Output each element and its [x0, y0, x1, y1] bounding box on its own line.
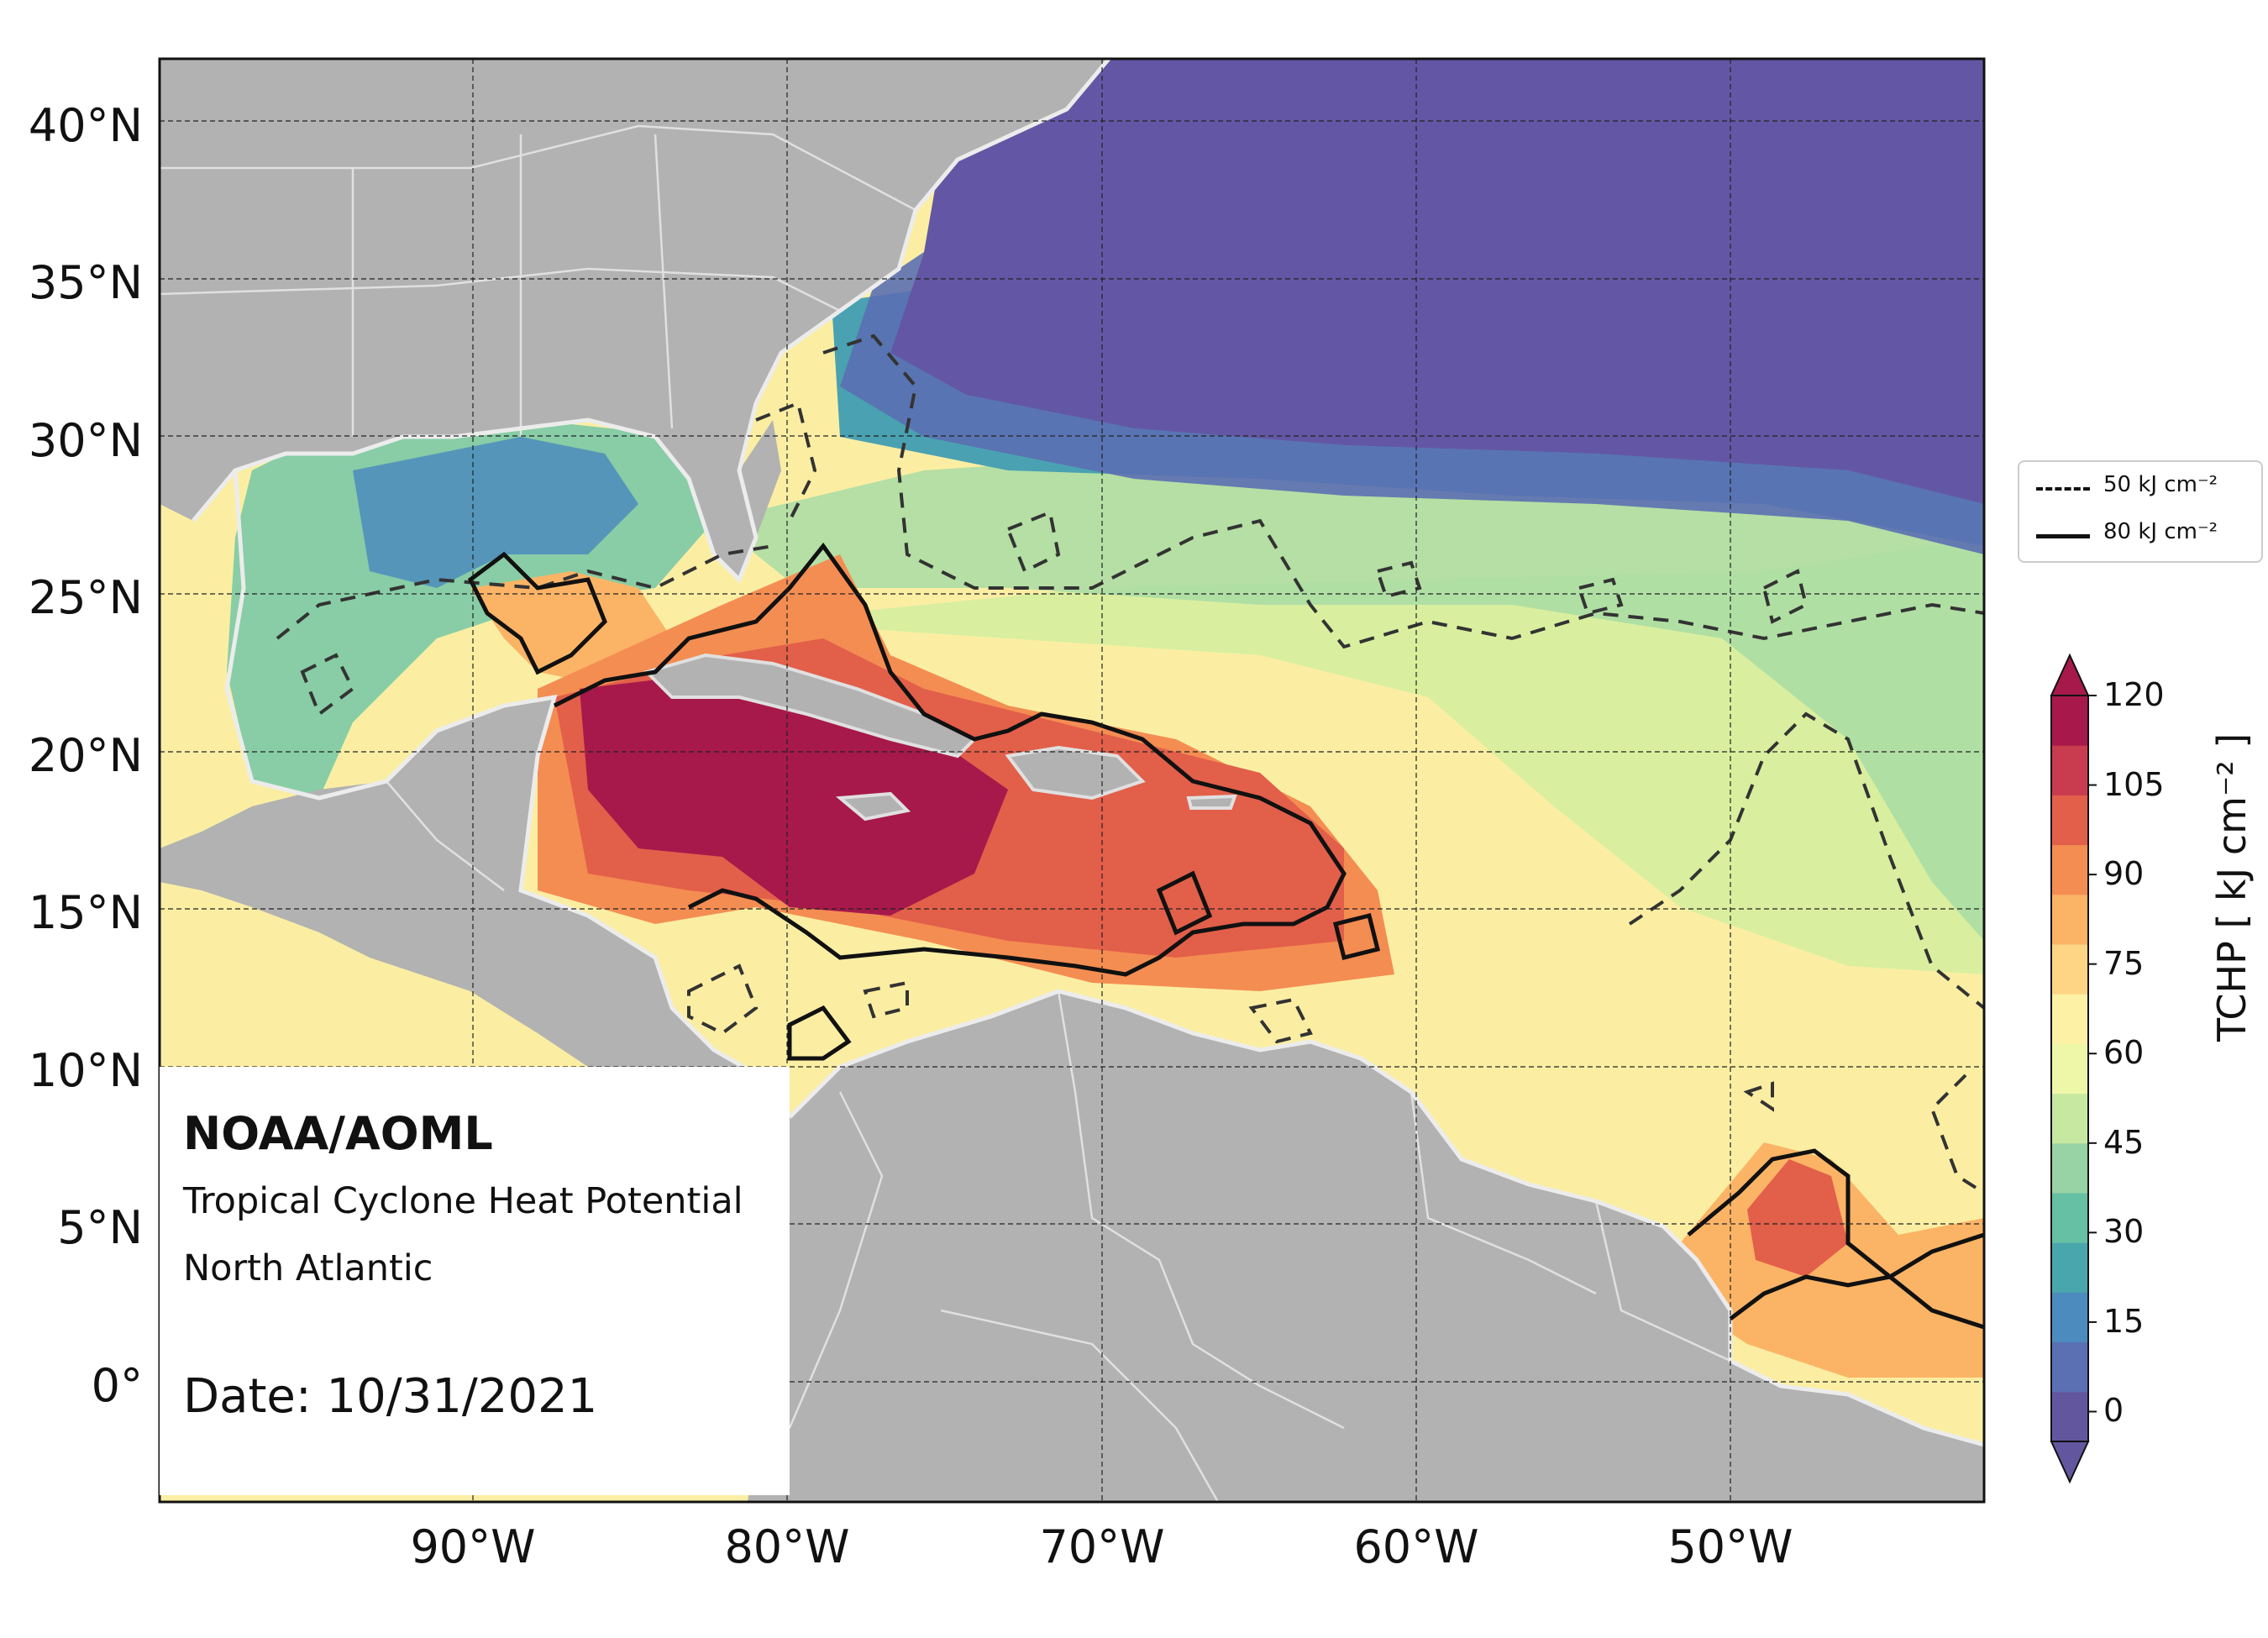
lat-label-10n: 10°N: [28, 1044, 143, 1097]
hispaniola-island: [1005, 745, 1146, 801]
legend-label-80: 80 kJ cm⁻²: [2103, 519, 2218, 544]
lon-label-70w: 70°W: [1039, 1520, 1165, 1573]
colorbar-segment: [2051, 1341, 2088, 1393]
colorbar-segment: [2051, 745, 2088, 795]
colorbar-segment: [2051, 994, 2088, 1044]
info-box: [160, 1067, 790, 1495]
florida-peninsula: [722, 420, 781, 580]
cuba-island: [643, 653, 978, 759]
colorbar-tick-label: 105: [2103, 765, 2165, 803]
colorbar-frame: [2050, 695, 2089, 1442]
colorbar-tick-label: 90: [2103, 855, 2145, 893]
org-label: NOAA/AOML: [183, 1107, 493, 1160]
lat-label-15n: 15°N: [28, 886, 143, 939]
colorbar-segment: [2051, 795, 2088, 846]
lon-label-60w: 60°W: [1353, 1520, 1479, 1573]
colorbar-segment: [2051, 1242, 2088, 1293]
colorbar-segment: [2051, 1193, 2088, 1243]
mexico-central-america-land: [160, 697, 790, 1159]
lat-label-20n: 20°N: [28, 729, 143, 782]
lon-label-80w: 80°W: [724, 1520, 850, 1573]
colorbar-segment: [2051, 696, 2088, 746]
lat-label-30n: 30°N: [28, 414, 143, 467]
contour-legend: 50 kJ cm⁻² 80 kJ cm⁻²: [2018, 460, 2263, 563]
date-label: Date: 10/31/2021: [183, 1369, 598, 1424]
jamaica-island: [835, 791, 911, 822]
contour-50-kj: [276, 333, 1984, 1194]
lat-label-35n: 35°N: [28, 256, 143, 309]
lat-label-40n: 40°N: [28, 99, 143, 152]
ocean-cold-water: [890, 59, 1984, 504]
colorbar-tick-label: 15: [2103, 1302, 2145, 1340]
ocean-teal-band: [714, 454, 1984, 941]
colorbar-segment: [2051, 1142, 2088, 1194]
ocean-subtropical-zone: [756, 538, 1984, 974]
colorbar-tick-label: 60: [2103, 1034, 2145, 1072]
colorbar-tick-label: 120: [2103, 676, 2165, 713]
colorbar-segment: [2051, 1292, 2088, 1343]
puerto-rico-island: [1186, 794, 1237, 810]
colorbar-tick-label: 30: [2103, 1213, 2145, 1251]
colorbar-segment: [2051, 1391, 2088, 1442]
legend-label-50: 50 kJ cm⁻²: [2103, 472, 2218, 497]
ocean-cold-transition: [840, 252, 1984, 554]
lat-label-5n: 5°N: [57, 1201, 143, 1254]
political-borders: [160, 124, 1731, 1502]
lat-label-25n: 25°N: [28, 571, 143, 624]
map-frame: [158, 57, 1986, 1504]
colorbar-max-extension: [2050, 653, 2090, 696]
colorbar-segment: [2051, 844, 2088, 895]
southeast-hot-spot: [1747, 1159, 1848, 1277]
legend-dashed-line: [2036, 487, 2090, 491]
legend-solid-line: [2036, 534, 2090, 538]
lon-label-50w: 50°W: [1667, 1520, 1793, 1573]
lat-label-0: 0°: [91, 1359, 143, 1412]
south-america-land: [748, 991, 1984, 1502]
contour-80-kj: [467, 542, 1984, 1330]
colorbar-min-extension: [2050, 1441, 2090, 1484]
gulf-of-mexico-blue: [353, 437, 638, 588]
colorbar-segment: [2051, 1043, 2088, 1095]
lon-label-90w: 90°W: [410, 1520, 536, 1573]
product-title: Tropical Cyclone Heat Potential: [183, 1180, 743, 1222]
region-label: North Atlantic: [183, 1247, 433, 1289]
colorbar-segment: [2051, 944, 2088, 995]
colorbar-segment: [2051, 1093, 2088, 1144]
north-america-land: [160, 59, 1109, 580]
colorbar-segment: [2051, 894, 2088, 945]
colorbar-tick-label: 45: [2103, 1123, 2145, 1161]
colorbar-tick-label: 0: [2103, 1392, 2124, 1430]
colorbar-tick-label: 75: [2103, 944, 2145, 982]
coastlines: [192, 59, 1984, 1447]
colorbar-title: TCHP [ kJ cm⁻² ]: [2209, 732, 2255, 1042]
